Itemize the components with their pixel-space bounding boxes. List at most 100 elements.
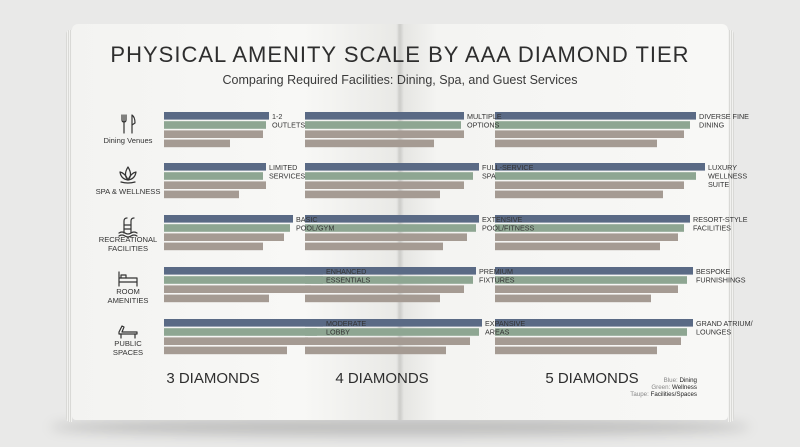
bar-r4-t2-b3 (495, 346, 657, 355)
bar-r0-t2-b2 (495, 130, 684, 138)
bar-r0-t2-b0 (495, 112, 696, 120)
bar-r4-t1-b1 (305, 328, 479, 336)
annotation-r3-t1: PREMIUM FIXTURES (479, 267, 515, 285)
lounge-chair-icon (118, 325, 138, 339)
bar-r1-t0-b2 (164, 181, 266, 189)
bar-r0-t1-b1 (305, 121, 461, 129)
tier-label-3: 3 DIAMONDS (166, 370, 259, 387)
bar-r3-t2-b0 (495, 267, 693, 275)
bar-r4-t2-b2 (495, 337, 681, 345)
annotation-r1-t0: LIMITED SERVICES (269, 163, 305, 181)
bar-r0-t1-b0 (305, 112, 464, 120)
bar-r0-t0-b2 (164, 130, 263, 138)
bar-r2-t1-b1 (305, 224, 476, 232)
fork-knife-icon (121, 114, 136, 134)
bar-r1-t1-b0 (305, 163, 479, 171)
bar-r2-t1-b0 (305, 215, 479, 223)
bar-r2-t2-b0 (495, 215, 690, 223)
bar-r2-t2-b1 (495, 224, 684, 232)
bar-r0-t0-b0 (164, 112, 269, 120)
left-page-edges (66, 30, 72, 422)
annotation-r2-t1: EXTENSIVE POOL/FITNESS (482, 215, 535, 233)
bar-r0-t0-b1 (164, 121, 266, 129)
legend-entry-2: Taupe: Facilities/Spaces (630, 391, 697, 398)
bar-r4-t0-b1 (164, 328, 317, 336)
category-label-4: PUBLIC SPACES (113, 339, 143, 357)
bar-r0-t1-b3 (305, 139, 434, 148)
bar-r3-t0-b2 (164, 285, 311, 293)
lotus-icon (119, 166, 137, 184)
annotation-r3-t0: ENHANCED ESSENTIALS (326, 267, 371, 285)
bar-r0-t2-b1 (495, 121, 690, 129)
bar-r3-t0-b3 (164, 294, 269, 303)
bar-r3-t0-b0 (164, 267, 323, 275)
bar-r1-t1-b3 (305, 190, 440, 199)
bar-r3-t1-b3 (305, 294, 440, 303)
annotation-r2-t2: RESORT-STYLE FACILITIES (693, 215, 748, 233)
bar-r2-t1-b3 (305, 242, 443, 251)
annotation-r2-t0: BASIC POOL/GYM (296, 215, 334, 233)
category-label-0: Dining Venues (104, 136, 153, 145)
category-label-2: RECREATIONAL FACILITIES (99, 235, 158, 253)
category-label-3: ROOM AMENITIES (108, 287, 149, 305)
annotation-r0-t1: MULTIPLE OPTIONS (467, 112, 502, 130)
bar-r4-t2-b1 (495, 328, 687, 336)
bar-r0-t2-b3 (495, 139, 657, 148)
bar-r1-t0-b0 (164, 163, 266, 171)
bar-r3-t2-b2 (495, 285, 678, 293)
bar-r1-t1-b2 (305, 181, 464, 189)
bar-r4-t1-b0 (305, 319, 482, 327)
annotation-r3-t2: BESPOKE FURNISHINGS (696, 267, 746, 285)
legend-entry-1: Green: Wellness (651, 384, 697, 391)
bar-r4-t0-b2 (164, 337, 308, 345)
bar-r4-t1-b3 (305, 346, 446, 355)
bar-r2-t0-b3 (164, 242, 263, 251)
bar-r1-t0-b3 (164, 190, 239, 199)
bar-r4-t2-b0 (495, 319, 693, 327)
bar-r4-t0-b0 (164, 319, 323, 327)
annotation-r1-t2: LUXURY WELLNESS SUITE (708, 163, 747, 189)
bar-marks (164, 112, 705, 355)
chart-title: PHYSICAL AMENITY SCALE BY AAA DIAMOND TI… (110, 42, 689, 67)
bar-r2-t1-b2 (305, 233, 467, 241)
bar-r1-t2-b2 (495, 181, 684, 189)
tier-label-4: 4 DIAMONDS (335, 370, 428, 387)
bar-r0-t1-b2 (305, 130, 464, 138)
annotation-r1-t1: FULL-SERVICE SPA (482, 163, 534, 181)
category-icons (118, 114, 138, 339)
annotation-r4-t1: EXPANSIVE AREAS (485, 319, 525, 337)
tier-label-5: 5 DIAMONDS (545, 370, 638, 387)
bed-icon (118, 271, 138, 287)
bar-r3-t1-b1 (305, 276, 473, 284)
bar-r1-t2-b3 (495, 190, 663, 199)
category-label-1: SPA & WELLNESS (96, 187, 161, 196)
bar-r4-t1-b2 (305, 337, 470, 345)
bar-r1-t1-b1 (305, 172, 473, 180)
bar-r2-t2-b2 (495, 233, 678, 241)
legend-entry-0: Blue: Dining (664, 377, 698, 384)
bar-r2-t0-b2 (164, 233, 284, 241)
book-shadow (50, 418, 750, 436)
bar-r3-t1-b0 (305, 267, 476, 275)
bar-r2-t0-b0 (164, 215, 293, 223)
pool-ladder-icon (118, 217, 138, 238)
annotation-r4-t0: MODERATE LOBBY (326, 319, 366, 337)
bar-r3-t1-b2 (305, 285, 464, 293)
bar-r0-t0-b3 (164, 139, 230, 148)
bar-r1-t2-b0 (495, 163, 705, 171)
right-page-edges (728, 30, 734, 422)
bar-r3-t2-b1 (495, 276, 687, 284)
annotation-r0-t2: DIVERSE FINE DINING (699, 112, 749, 130)
annotation-r0-t0: 1-2 OUTLETS (272, 112, 305, 130)
bar-r2-t0-b1 (164, 224, 290, 232)
text-labels: 1-2 OUTLETS MULTIPLE OPTIONS DIVERSE FINE DIN… (96, 112, 753, 387)
chart-subtitle: Comparing Required Facilities: Dining, S… (222, 73, 577, 87)
bar-r2-t2-b3 (495, 242, 660, 251)
bar-r3-t2-b3 (495, 294, 651, 303)
annotation-r4-t2: GRAND ATRIUM/LOUNGES (696, 319, 753, 337)
bar-r4-t0-b3 (164, 346, 287, 355)
bar-r3-t0-b1 (164, 276, 323, 284)
